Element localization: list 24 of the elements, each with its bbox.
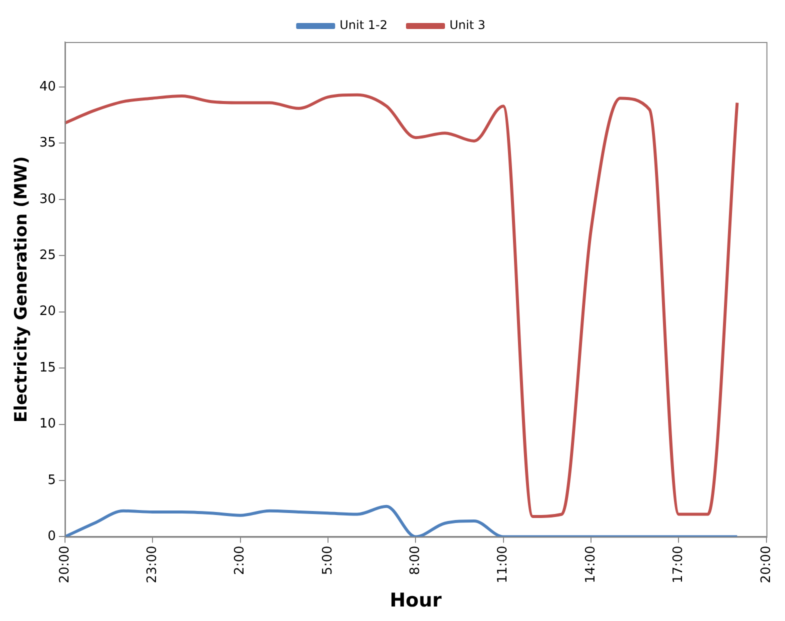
y-tick-label: 5 (48, 472, 56, 488)
x-tick-label: 11:00 (496, 546, 511, 584)
legend-label: Unit 1-2 (340, 18, 388, 32)
x-tick-label: 23:00 (145, 546, 160, 584)
x-tick-label: 8:00 (408, 546, 424, 575)
x-tick-label: 5:00 (320, 546, 336, 575)
x-tick-label: 20:00 (758, 546, 774, 584)
line-series (63, 93, 739, 518)
x-tick-label: 17:00 (671, 546, 686, 584)
y-tick-label: 20 (39, 304, 56, 320)
y-tick-label: 30 (39, 192, 56, 207)
y-tick-label: 25 (39, 248, 56, 264)
y-tick-label: 10 (39, 416, 56, 432)
x-axis-title: Hour (390, 590, 442, 612)
y-tick-label: 15 (39, 360, 56, 376)
y-tick-label: 35 (39, 136, 56, 151)
x-tick-label: 20:00 (57, 546, 72, 584)
x-tick-label: 14:00 (583, 546, 598, 584)
legend-label: Unit 3 (449, 18, 486, 32)
y-axis-title: Electricity Generation (MW) (12, 156, 32, 422)
x-tick-label: 2:00 (232, 546, 248, 575)
line-series (63, 504, 739, 537)
y-tick-label: 40 (39, 79, 56, 94)
y-tick-label: 0 (48, 529, 56, 544)
